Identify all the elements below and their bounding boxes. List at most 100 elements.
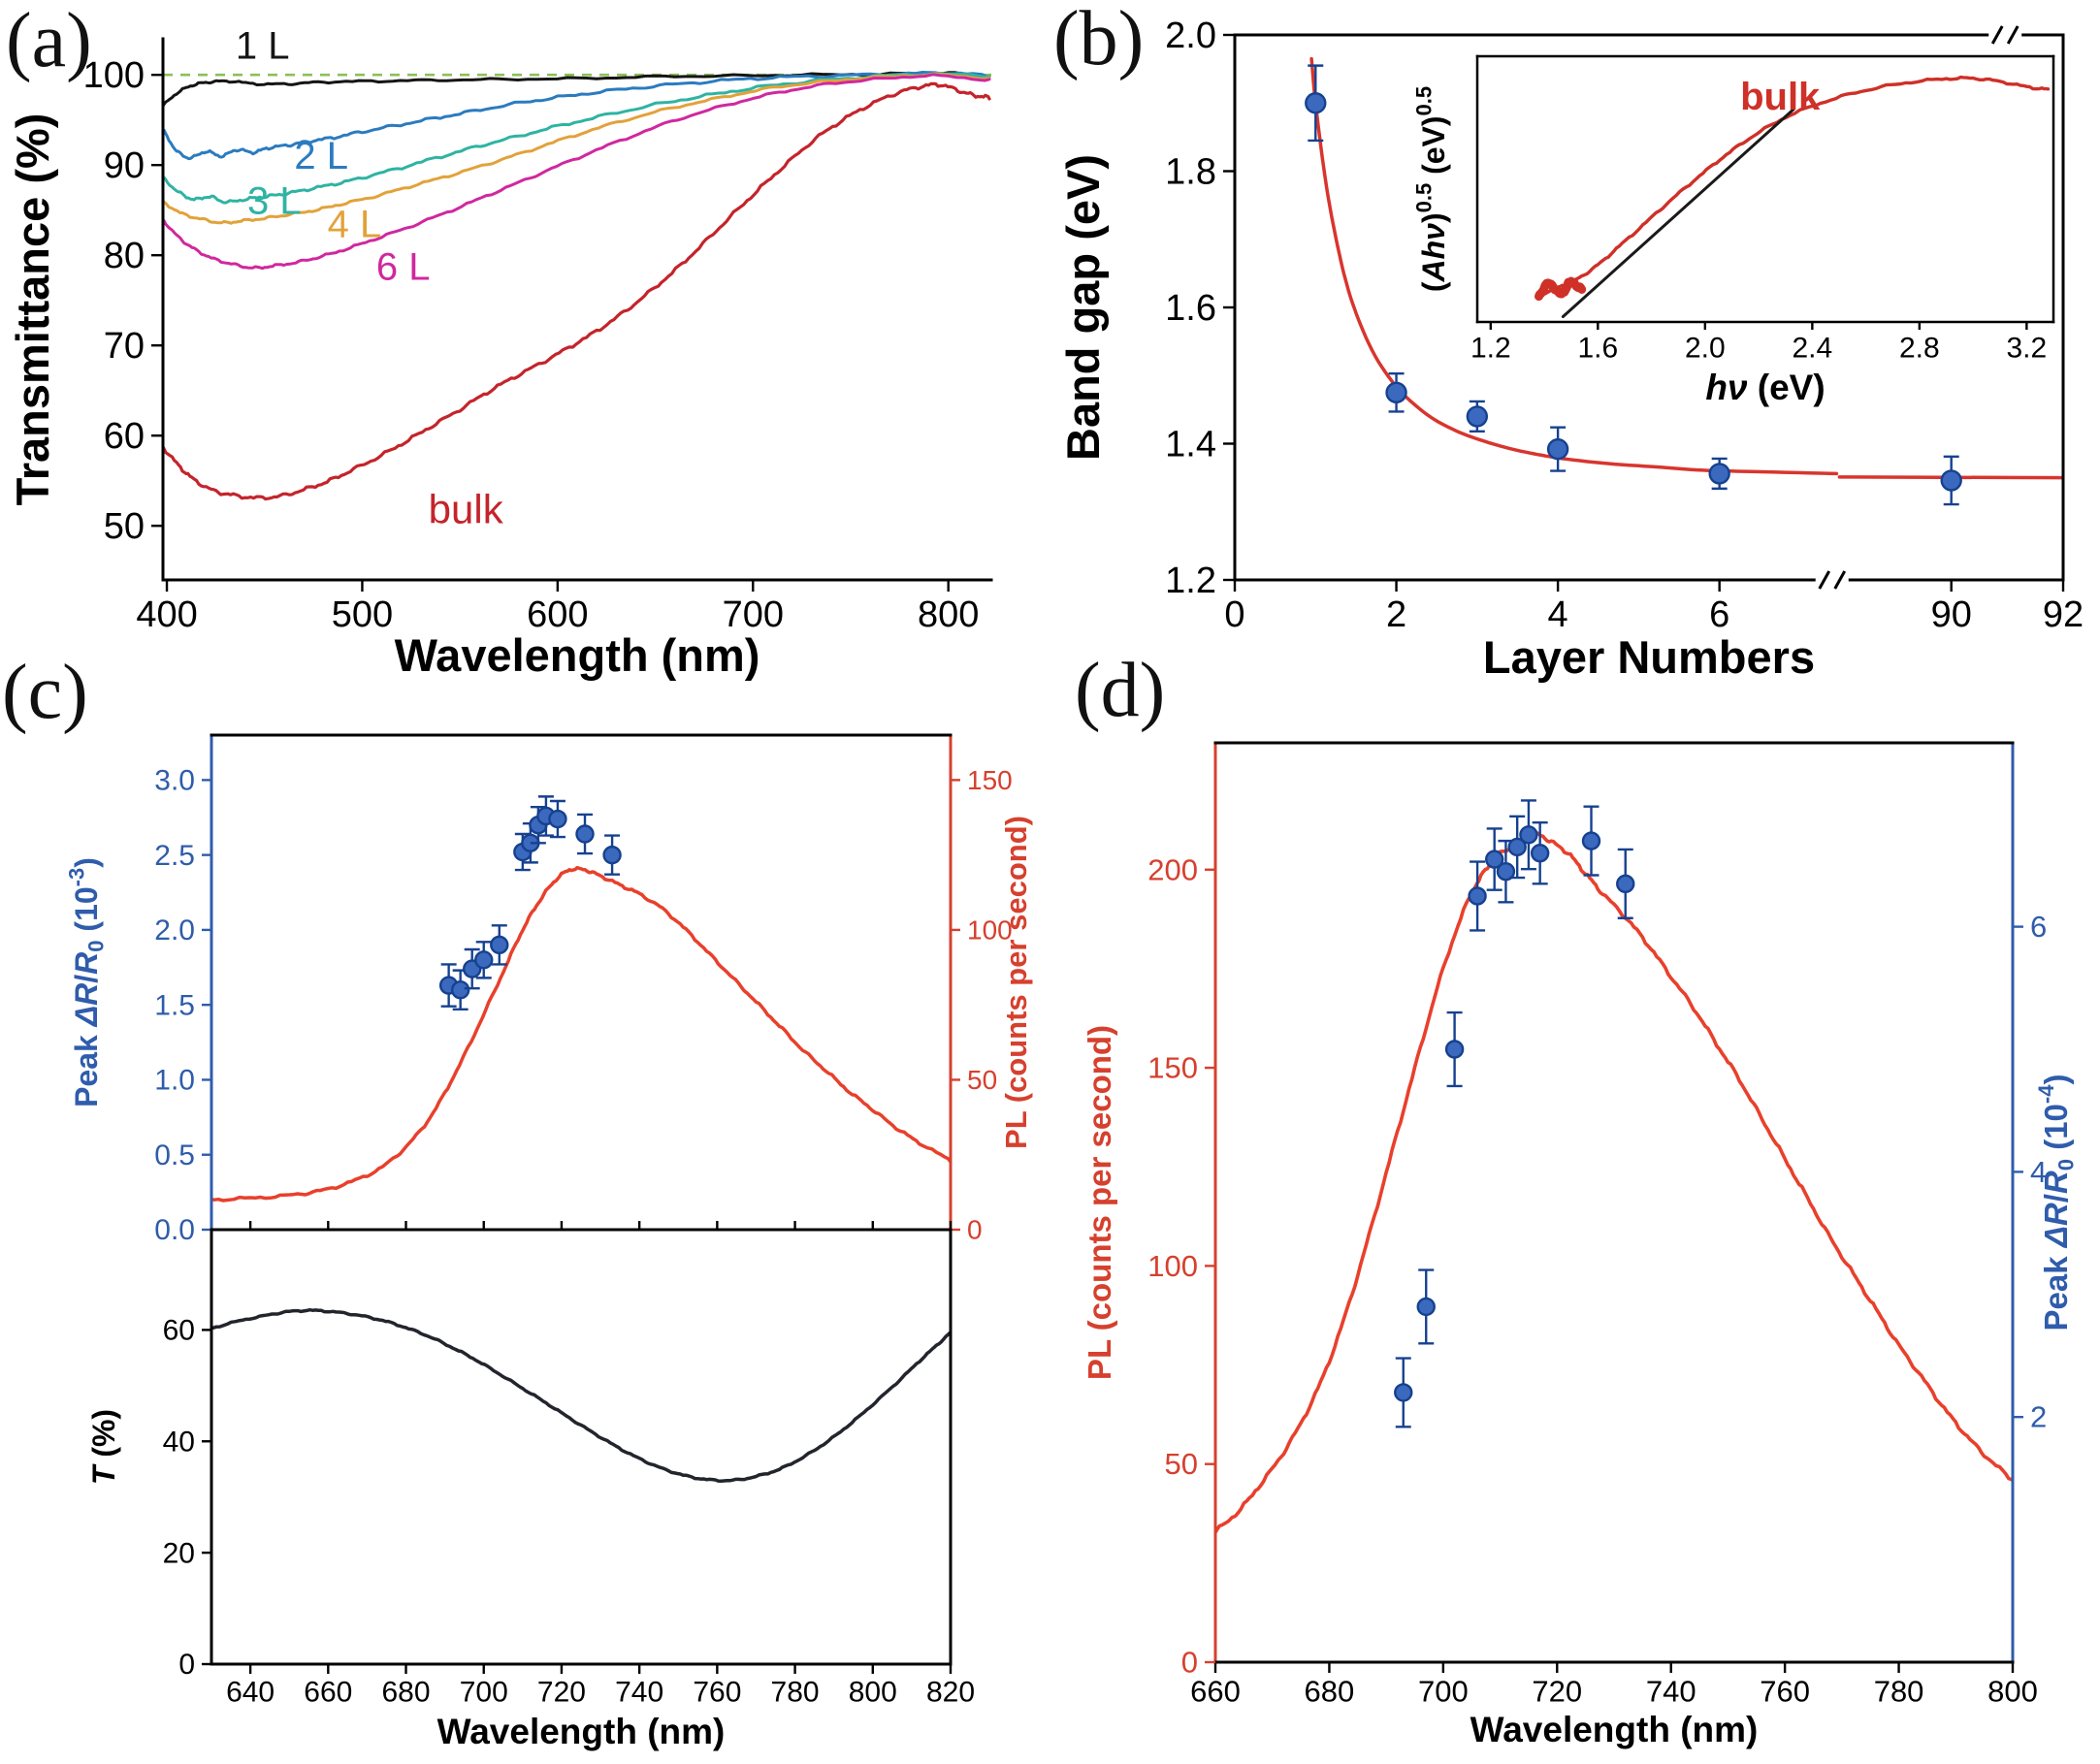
svg-text:4: 4 (2030, 1155, 2047, 1189)
svg-text:1.8: 1.8 (1165, 151, 1216, 192)
svg-text:780: 780 (771, 1677, 820, 1709)
panel-a: 400 500 600 700 800 Wavelength (nm) 50 60 70 80 90… (0, 0, 1043, 689)
svg-text:2.8: 2.8 (1899, 333, 1940, 365)
panel-d: 660 680 700 720 740 760 780 800 Wavelength (nm) 0… (1043, 689, 2100, 1764)
svg-text:2.0: 2.0 (1165, 16, 1216, 56)
svg-text:20: 20 (163, 1537, 195, 1569)
svg-text:Band gap (eV): Band gap (eV) (1057, 154, 1109, 461)
svg-text:50: 50 (1165, 1447, 1198, 1481)
svg-text:0: 0 (1224, 594, 1244, 635)
svg-text:1.0: 1.0 (154, 1065, 195, 1097)
svg-text:90: 90 (104, 145, 145, 186)
svg-text:3.0: 3.0 (154, 765, 195, 797)
svg-text:50: 50 (104, 506, 145, 547)
svg-text:PL (counts per second): PL (counts per second) (999, 816, 1033, 1149)
panel-a-transmittance-chart: 400 500 600 700 800 Wavelength (nm) 50 60 70 80 90… (7, 24, 993, 681)
svg-text:200: 200 (1147, 852, 1198, 886)
svg-text:0.5: 0.5 (154, 1139, 195, 1171)
svg-text:660: 660 (304, 1677, 352, 1709)
svg-text:50: 50 (967, 1065, 997, 1095)
svg-text:Layer Numbers: Layer Numbers (1483, 631, 1815, 683)
svg-text:Peak ΔR/R0 (10-3): Peak ΔR/R0 (10-3) (65, 857, 109, 1107)
svg-text:60: 60 (104, 416, 145, 457)
svg-text:800: 800 (1987, 1674, 2038, 1708)
svg-text:760: 760 (1760, 1674, 1810, 1708)
svg-text:100: 100 (83, 55, 145, 96)
svg-text:6: 6 (1709, 594, 1729, 635)
panel-b-letter: (b) (1053, 0, 1145, 81)
svg-text:92: 92 (2043, 594, 2084, 635)
panel-c-letter: (c) (2, 650, 88, 735)
svg-text:150: 150 (1147, 1051, 1198, 1085)
svg-text:2.0: 2.0 (1685, 333, 1726, 365)
svg-text:800: 800 (918, 594, 979, 635)
svg-text:640: 640 (226, 1677, 275, 1709)
svg-text:660: 660 (1190, 1674, 1241, 1708)
svg-text:1 L: 1 L (236, 24, 290, 67)
svg-text:Peak ΔR/R0 (10-4): Peak ΔR/R0 (10-4) (2034, 1074, 2079, 1331)
panel-c: 0.0 0.5 1.0 1.5 2.0 2.5 3.0 Peak ΔR/R0 (10-3) 0 5… (0, 689, 1043, 1764)
svg-text:500: 500 (332, 594, 393, 635)
svg-text:760: 760 (693, 1677, 741, 1709)
svg-text:6 L: 6 L (376, 245, 431, 288)
svg-text:600: 600 (527, 594, 588, 635)
svg-text:3.2: 3.2 (2007, 333, 2048, 365)
svg-text:90: 90 (1931, 594, 1972, 635)
svg-text:Wavelength (nm): Wavelength (nm) (395, 629, 760, 681)
svg-text:1.6: 1.6 (1165, 288, 1216, 329)
svg-text:(Ahν)0.5 (eV)0.5: (Ahν)0.5 (eV)0.5 (1412, 86, 1451, 292)
svg-text:740: 740 (1646, 1674, 1696, 1708)
svg-text:2 L: 2 L (294, 135, 348, 177)
svg-text:700: 700 (1418, 1674, 1469, 1708)
panel-d-pl-reflectance-chart: 660 680 700 720 740 760 780 800 Wavelength (nm) 0… (1082, 741, 2079, 1749)
svg-text:T (%): T (%) (86, 1409, 121, 1485)
svg-text:2: 2 (2030, 1400, 2047, 1434)
svg-text:6: 6 (2030, 910, 2047, 944)
svg-text:820: 820 (926, 1677, 975, 1709)
svg-text:680: 680 (381, 1677, 430, 1709)
svg-text:bulk: bulk (429, 486, 504, 531)
svg-text:700: 700 (460, 1677, 508, 1709)
panel-b: 0 2 4 6 90 92 Layer Numbers 1.2 1.4 1.6 1.8 2.0 Band… (1043, 0, 2100, 689)
svg-text:Wavelength (nm): Wavelength (nm) (437, 1712, 726, 1751)
svg-text:0.0: 0.0 (154, 1214, 195, 1246)
svg-text:Wavelength (nm): Wavelength (nm) (1470, 1710, 1759, 1749)
svg-text:400: 400 (136, 594, 197, 635)
svg-text:720: 720 (1532, 1674, 1582, 1708)
svg-text:100: 100 (967, 914, 1013, 945)
svg-text:70: 70 (104, 326, 145, 367)
svg-text:740: 740 (615, 1677, 663, 1709)
svg-text:800: 800 (849, 1677, 897, 1709)
svg-text:720: 720 (537, 1677, 586, 1709)
svg-text:1.5: 1.5 (154, 989, 195, 1021)
svg-text:2.5: 2.5 (154, 840, 195, 872)
svg-text:680: 680 (1305, 1674, 1355, 1708)
svg-text:2: 2 (1386, 594, 1406, 635)
svg-text:700: 700 (723, 594, 784, 635)
svg-text:80: 80 (104, 236, 145, 276)
svg-text:40: 40 (163, 1426, 195, 1458)
svg-text:2.0: 2.0 (154, 914, 195, 946)
svg-text:bulk: bulk (1740, 76, 1821, 118)
panel-a-letter: (a) (6, 0, 92, 83)
svg-text:2.4: 2.4 (1792, 333, 1832, 365)
svg-text:150: 150 (967, 765, 1013, 795)
svg-text:0: 0 (967, 1215, 983, 1245)
svg-text:1.4: 1.4 (1165, 424, 1216, 465)
panel-b-bandgap-chart: 0 2 4 6 90 92 Layer Numbers 1.2 1.4 1.6 1.8 2.0 Band… (1057, 16, 2084, 683)
svg-text:Transmittance (%): Transmittance (%) (7, 113, 58, 506)
svg-text:3 L: 3 L (247, 179, 302, 222)
svg-text:60: 60 (163, 1315, 195, 1347)
svg-text:100: 100 (1147, 1249, 1198, 1283)
svg-text:1.2: 1.2 (1470, 333, 1511, 365)
svg-text:0: 0 (178, 1649, 195, 1681)
svg-text:0: 0 (1181, 1646, 1198, 1680)
svg-text:PL (counts per second): PL (counts per second) (1082, 1025, 1117, 1380)
svg-text:780: 780 (1874, 1674, 1924, 1708)
svg-text:1.2: 1.2 (1165, 561, 1216, 601)
svg-text:4: 4 (1548, 594, 1568, 635)
panel-d-letter: (d) (1075, 648, 1166, 733)
svg-text:1.6: 1.6 (1577, 333, 1618, 365)
panel-c-pl-reflectance-chart: 0.0 0.5 1.0 1.5 2.0 2.5 3.0 Peak ΔR/R0 (10-3) 0 5… (65, 733, 1033, 1751)
